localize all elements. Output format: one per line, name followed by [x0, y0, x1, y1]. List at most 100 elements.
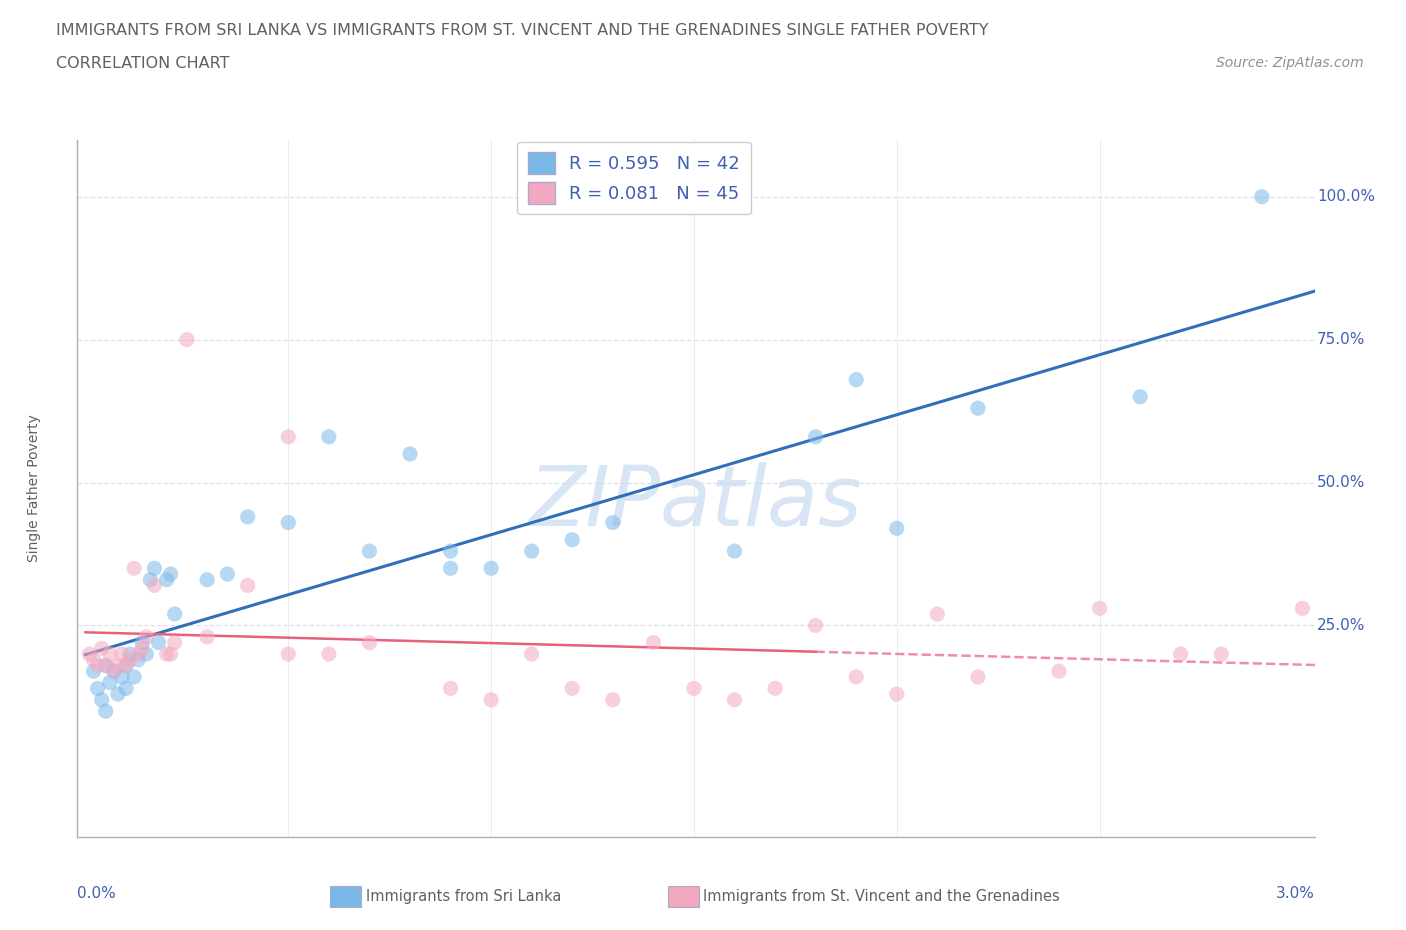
- Point: [479, 561, 502, 576]
- Point: [94, 658, 117, 673]
- Point: [277, 430, 299, 445]
- Point: [236, 510, 259, 525]
- Point: [120, 652, 142, 667]
- Point: [163, 606, 186, 621]
- Point: [763, 681, 786, 696]
- Point: [277, 515, 299, 530]
- Point: [94, 658, 117, 673]
- Point: [195, 572, 218, 587]
- Point: [103, 664, 125, 679]
- Point: [86, 681, 108, 696]
- Point: [602, 515, 624, 530]
- Text: CORRELATION CHART: CORRELATION CHART: [56, 56, 229, 71]
- Point: [1129, 390, 1152, 405]
- Point: [602, 692, 624, 707]
- Point: [967, 401, 990, 416]
- Point: [90, 692, 112, 707]
- Point: [86, 658, 108, 673]
- Point: [111, 670, 134, 684]
- Point: [399, 446, 422, 461]
- Point: [131, 635, 153, 650]
- Text: 3.0%: 3.0%: [1275, 885, 1315, 901]
- Text: 75.0%: 75.0%: [1317, 332, 1365, 347]
- Point: [176, 332, 198, 347]
- Point: [115, 658, 138, 673]
- Point: [83, 664, 105, 679]
- Point: [318, 430, 340, 445]
- Point: [163, 635, 186, 650]
- Point: [479, 692, 502, 707]
- Point: [111, 646, 134, 661]
- Text: 0.0%: 0.0%: [77, 885, 117, 901]
- Point: [98, 675, 121, 690]
- Point: [520, 646, 543, 661]
- Point: [94, 704, 117, 719]
- Point: [1088, 601, 1111, 616]
- Point: [804, 618, 827, 633]
- Point: [1250, 189, 1272, 204]
- Point: [107, 658, 129, 673]
- Point: [103, 664, 125, 679]
- Point: [159, 566, 181, 581]
- Point: [845, 670, 868, 684]
- Point: [122, 670, 145, 684]
- Point: [90, 641, 112, 656]
- Point: [122, 561, 145, 576]
- Legend: R = 0.595   N = 42, R = 0.081   N = 45: R = 0.595 N = 42, R = 0.081 N = 45: [517, 141, 751, 215]
- Text: Source: ZipAtlas.com: Source: ZipAtlas.com: [1216, 56, 1364, 70]
- Point: [127, 646, 149, 661]
- Point: [155, 572, 177, 587]
- Point: [1291, 601, 1313, 616]
- Point: [236, 578, 259, 593]
- Point: [804, 430, 827, 445]
- Point: [439, 544, 461, 559]
- Point: [159, 646, 181, 661]
- Point: [135, 646, 157, 661]
- Point: [148, 635, 170, 650]
- Point: [1047, 664, 1070, 679]
- Point: [115, 658, 138, 673]
- Text: Single Father Poverty: Single Father Poverty: [27, 414, 41, 563]
- Point: [561, 532, 583, 547]
- Point: [845, 372, 868, 387]
- Point: [115, 681, 138, 696]
- Point: [277, 646, 299, 661]
- Point: [135, 630, 157, 644]
- Point: [723, 544, 745, 559]
- Point: [439, 561, 461, 576]
- Point: [439, 681, 461, 696]
- Point: [561, 681, 583, 696]
- Point: [520, 544, 543, 559]
- Point: [98, 646, 121, 661]
- Point: [723, 692, 745, 707]
- Point: [143, 561, 166, 576]
- Point: [155, 646, 177, 661]
- Point: [1170, 646, 1192, 661]
- Point: [967, 670, 990, 684]
- Point: [683, 681, 706, 696]
- Point: [886, 521, 908, 536]
- Point: [359, 544, 381, 559]
- Text: 100.0%: 100.0%: [1317, 189, 1375, 205]
- Text: 25.0%: 25.0%: [1317, 618, 1365, 633]
- Point: [318, 646, 340, 661]
- Point: [107, 686, 129, 701]
- Point: [886, 686, 908, 701]
- Point: [195, 630, 218, 644]
- Point: [131, 641, 153, 656]
- Point: [143, 578, 166, 593]
- Point: [1211, 646, 1233, 661]
- Point: [217, 566, 239, 581]
- Point: [127, 652, 149, 667]
- Point: [120, 646, 142, 661]
- Point: [139, 572, 162, 587]
- Text: ZIPatlas: ZIPatlas: [529, 461, 863, 543]
- Text: Immigrants from St. Vincent and the Grenadines: Immigrants from St. Vincent and the Gren…: [703, 889, 1060, 904]
- Text: IMMIGRANTS FROM SRI LANKA VS IMMIGRANTS FROM ST. VINCENT AND THE GRENADINES SING: IMMIGRANTS FROM SRI LANKA VS IMMIGRANTS …: [56, 23, 988, 38]
- Point: [359, 635, 381, 650]
- Point: [79, 646, 101, 661]
- Point: [927, 606, 949, 621]
- Point: [83, 652, 105, 667]
- Text: 50.0%: 50.0%: [1317, 475, 1365, 490]
- Point: [643, 635, 665, 650]
